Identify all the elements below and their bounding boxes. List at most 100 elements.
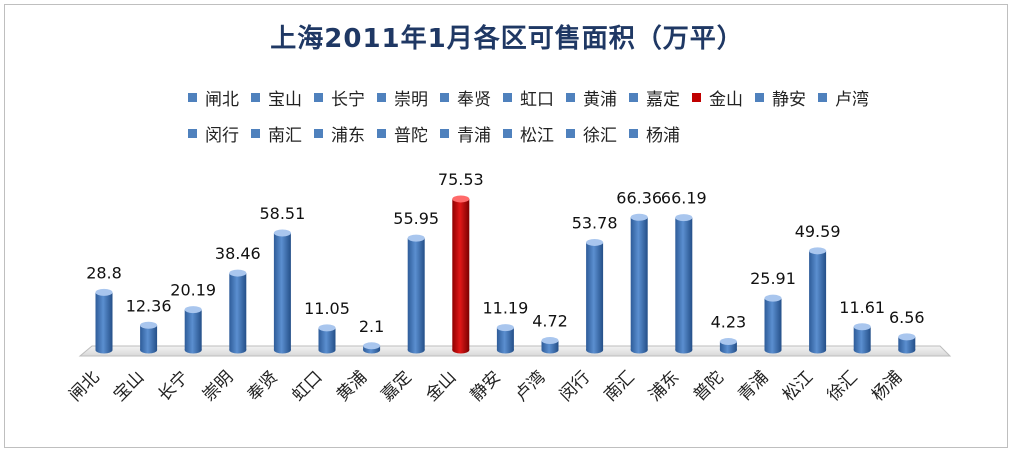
bar-body: [452, 198, 470, 350]
legend-swatch: [251, 128, 260, 138]
bar: [95, 288, 113, 354]
bar: [318, 324, 336, 354]
data-label: 58.51: [259, 204, 305, 223]
legend-item: 静安: [755, 86, 806, 110]
bar-body: [898, 336, 916, 350]
bar-cap: [541, 337, 559, 345]
legend-swatch: [188, 92, 197, 102]
legend-label: 金山: [709, 89, 743, 110]
legend-swatch: [566, 128, 575, 138]
chart-legend: 闸北 宝山 长宁 崇明 奉贤 虹口 黄浦 嘉定 金山 静安 卢湾 闵行 南汇 浦东 普陀 青浦 松江 徐汇 杨浦: [188, 86, 888, 146]
legend-label: 徐汇: [583, 125, 617, 146]
bar: [541, 337, 559, 354]
bar: [586, 238, 604, 354]
legend-item: 南汇: [251, 122, 302, 146]
category-label: 徐汇: [824, 367, 862, 405]
data-label: 4.23: [711, 313, 747, 332]
legend-item: 闵行: [188, 122, 239, 146]
chart-title: 上海2011年1月各区可售面积（万平）: [270, 24, 744, 54]
bar-body: [586, 242, 604, 350]
legend-label: 奉贤: [457, 89, 491, 110]
legend-swatch: [314, 128, 323, 138]
bar: [140, 321, 158, 354]
category-label: 黄浦: [333, 367, 371, 405]
data-label: 55.95: [393, 209, 439, 228]
legend-label: 浦东: [331, 125, 365, 146]
legend-swatch: [503, 128, 512, 138]
legend-swatch: [692, 92, 701, 102]
legend-swatch: [503, 92, 512, 102]
legend-item: 松江: [503, 122, 554, 146]
legend-label: 松江: [520, 125, 554, 146]
data-label: 66.19: [661, 189, 707, 208]
legend-label: 崇明: [394, 89, 428, 110]
data-label: 75.53: [438, 170, 484, 189]
legend-label: 长宁: [331, 89, 365, 110]
data-label: 20.19: [170, 281, 216, 300]
legend-swatch: [818, 92, 827, 102]
bar: [496, 324, 514, 354]
category-label: 松江: [779, 367, 817, 405]
bar-cap: [140, 321, 158, 329]
bar-cap: [630, 213, 648, 221]
bar-cap: [809, 247, 827, 255]
bar-cap: [496, 324, 514, 332]
category-label: 普陀: [690, 367, 728, 405]
legend-item: 浦东: [314, 122, 365, 146]
bar-cap: [719, 338, 737, 346]
category-label: 杨浦: [868, 367, 906, 405]
legend-item: 虹口: [503, 86, 554, 110]
legend-swatch: [440, 92, 449, 102]
bar-cap: [318, 324, 336, 332]
data-label: 38.46: [215, 244, 261, 263]
legend-label: 青浦: [457, 125, 491, 146]
category-label: 青浦: [734, 367, 772, 405]
bar-body: [184, 309, 202, 350]
category-label: 崇明: [199, 367, 237, 405]
bar: [898, 333, 916, 354]
bar: [853, 323, 871, 354]
category-label: 闸北: [65, 367, 103, 405]
bar-body: [630, 217, 648, 350]
bar-body: [675, 217, 693, 350]
bar: [452, 195, 470, 354]
bar-cap: [452, 195, 470, 203]
bar-body: [318, 327, 336, 350]
bar-cap: [586, 238, 604, 246]
category-label: 闵行: [556, 367, 594, 405]
category-label: 虹口: [288, 367, 326, 405]
legend-label: 普陀: [394, 125, 428, 146]
legend-label: 闸北: [205, 89, 239, 110]
data-label: 25.91: [750, 269, 796, 288]
legend-swatch: [629, 128, 638, 138]
legend-item: 崇明: [377, 86, 428, 110]
data-label: 2.1: [359, 317, 384, 336]
bar: [407, 234, 425, 354]
legend-item: 杨浦: [629, 122, 680, 146]
bar-cap: [95, 288, 113, 296]
data-label: 11.05: [304, 299, 350, 318]
legend-label: 杨浦: [646, 125, 680, 146]
data-label: 11.19: [482, 299, 528, 318]
bar-cap: [764, 294, 782, 302]
data-label: 53.78: [572, 213, 618, 232]
legend-swatch: [566, 92, 575, 102]
bar-cap: [184, 306, 202, 314]
legend-label: 卢湾: [835, 89, 869, 110]
legend-item: 长宁: [314, 86, 365, 110]
bar-body: [541, 340, 559, 350]
category-label: 宝山: [110, 367, 148, 405]
legend-swatch: [377, 92, 386, 102]
legend-item: 徐汇: [566, 122, 617, 146]
bar-body: [764, 298, 782, 350]
bar: [229, 269, 247, 354]
legend-item: 卢湾: [818, 86, 869, 110]
legend-item: 嘉定: [629, 86, 680, 110]
legend-swatch: [314, 92, 323, 102]
legend-item: 宝山: [251, 86, 302, 110]
category-label: 嘉定: [378, 367, 416, 405]
chart-frame: [4, 4, 1008, 448]
bar-cap: [853, 323, 871, 331]
legend-item: 闸北: [188, 86, 239, 110]
